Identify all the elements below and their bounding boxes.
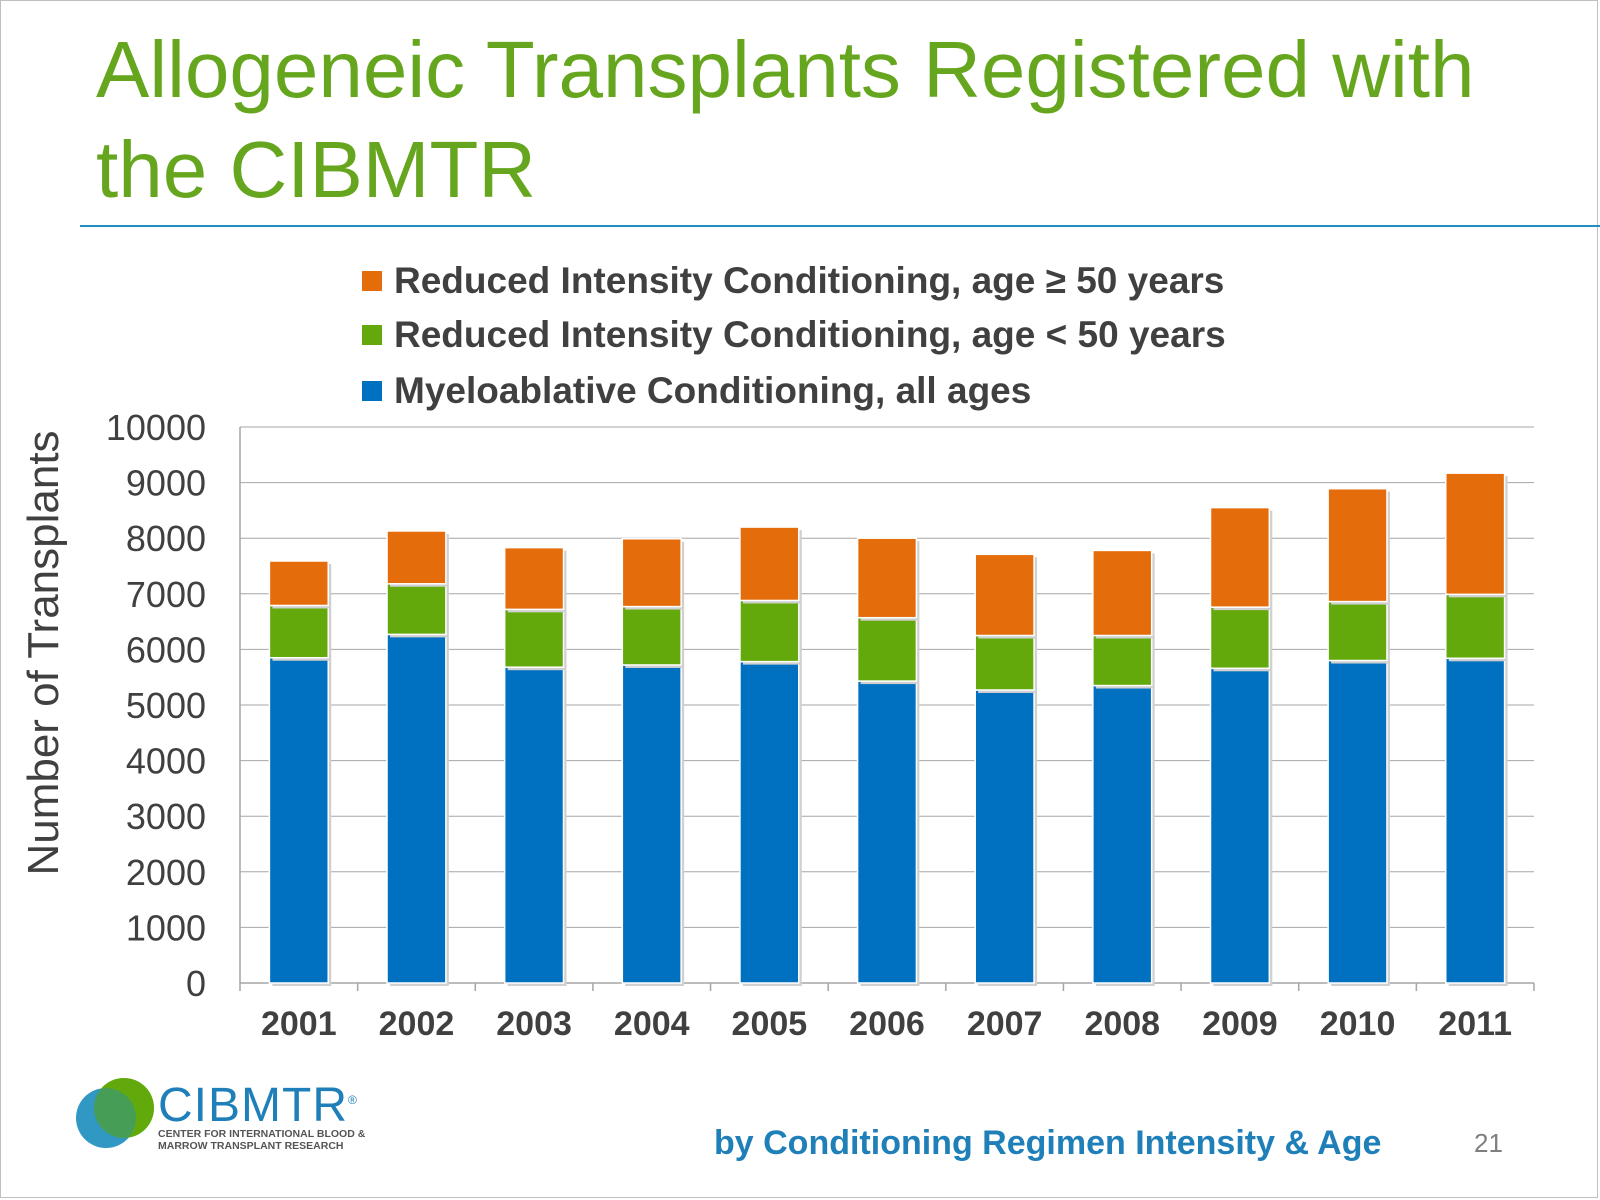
bar-segment-2001-s2 — [268, 560, 329, 607]
bar-segment-2009-s2 — [1209, 506, 1271, 608]
y-tick-label: 3000 — [126, 796, 206, 837]
bar-segment-2006-s0 — [856, 680, 918, 984]
x-tick-label: 2003 — [496, 1005, 572, 1043]
page-number: 21 — [1474, 1128, 1503, 1158]
bar-segment-2002-s2 — [386, 530, 447, 585]
y-tick-label: 10000 — [106, 407, 206, 448]
bar-segment-2010-s0 — [1327, 659, 1388, 984]
bar-segment-2007-s1 — [974, 634, 1035, 691]
bar-segment-2005-s1 — [739, 599, 800, 663]
bar-segment-2001-s1 — [268, 604, 329, 659]
logo-name: CIBMTR® — [158, 1079, 358, 1132]
legend-label-ric-50-plus: Reduced Intensity Conditioning, age ≥ 50… — [394, 260, 1225, 301]
x-tick-label: 2001 — [261, 1005, 337, 1043]
legend-swatch-myeloablative — [362, 381, 382, 401]
x-tick-label: 2009 — [1202, 1005, 1278, 1043]
y-tick-label: 7000 — [126, 574, 206, 615]
bar-segment-2007-s0 — [974, 689, 1035, 984]
y-tick-label: 1000 — [126, 907, 206, 948]
slide-subtitle: by Conditioning Regimen Intensity & Age — [714, 1124, 1382, 1162]
x-tick-label: 2005 — [732, 1005, 808, 1043]
title-divider — [80, 225, 1600, 227]
bar-segment-2003-s1 — [503, 608, 565, 668]
bar-segment-2004-s2 — [621, 538, 682, 608]
bar-segment-2004-s0 — [621, 664, 682, 984]
bar-segment-2005-s2 — [739, 526, 800, 602]
bar-segment-2003-s0 — [503, 666, 565, 984]
legend-swatch-ric-50-plus — [362, 271, 382, 291]
x-tick-label: 2007 — [967, 1005, 1043, 1043]
bar-segment-2006-s1 — [856, 616, 918, 682]
logo-mark-icon — [76, 1078, 154, 1148]
y-tick-label: 5000 — [126, 685, 206, 726]
y-tick-label: 4000 — [126, 741, 206, 782]
slide-title: Allogeneic Transplants Registered with t… — [96, 25, 1475, 214]
bar-segment-2010-s2 — [1327, 487, 1388, 603]
x-tick-label: 2002 — [379, 1005, 455, 1043]
bar-segment-2008-s1 — [1092, 634, 1153, 687]
bar-segment-2002-s1 — [386, 583, 447, 636]
bar-segment-2011-s1 — [1445, 593, 1506, 660]
bar-segment-2010-s1 — [1327, 600, 1388, 662]
bar-segment-2007-s2 — [974, 553, 1035, 637]
x-tick-label: 2010 — [1320, 1005, 1396, 1043]
x-tick-label: 2011 — [1438, 1005, 1512, 1043]
x-tick-label: 2004 — [614, 1005, 690, 1043]
legend-label-myeloablative: Myeloablative Conditioning, all ages — [394, 370, 1032, 411]
x-tick-label: 2006 — [849, 1005, 925, 1043]
legend-label-ric-under-50: Reduced Intensity Conditioning, age < 50… — [394, 314, 1226, 355]
y-tick-label: 0 — [186, 963, 206, 1004]
bar-segment-2002-s0 — [386, 633, 447, 984]
bar-segment-2001-s0 — [268, 656, 329, 984]
legend-swatch-ric-under-50 — [362, 325, 382, 345]
y-tick-label: 2000 — [126, 852, 206, 893]
y-tick-label: 6000 — [126, 629, 206, 670]
bar-segment-2009-s1 — [1209, 606, 1271, 670]
bar-segment-2009-s0 — [1209, 667, 1271, 984]
bar-segment-2003-s2 — [503, 546, 565, 611]
bar-segment-2011-s2 — [1445, 472, 1506, 596]
bar-segment-2011-s0 — [1445, 657, 1506, 984]
bar-segment-2008-s0 — [1092, 684, 1153, 984]
bar-segment-2004-s1 — [621, 605, 682, 666]
bar-segment-2006-s2 — [856, 537, 918, 619]
bar-segment-2005-s0 — [739, 660, 800, 984]
y-tick-label: 8000 — [126, 518, 206, 559]
y-tick-label: 9000 — [126, 463, 206, 504]
cibmtr-logo: CIBMTR® CENTER FOR INTERNATIONAL BLOOD &… — [72, 1072, 372, 1162]
logo-tagline: CENTER FOR INTERNATIONAL BLOOD & MARROW … — [158, 1128, 366, 1152]
x-tick-label: 2008 — [1084, 1005, 1160, 1043]
bar-segment-2008-s2 — [1092, 549, 1153, 637]
